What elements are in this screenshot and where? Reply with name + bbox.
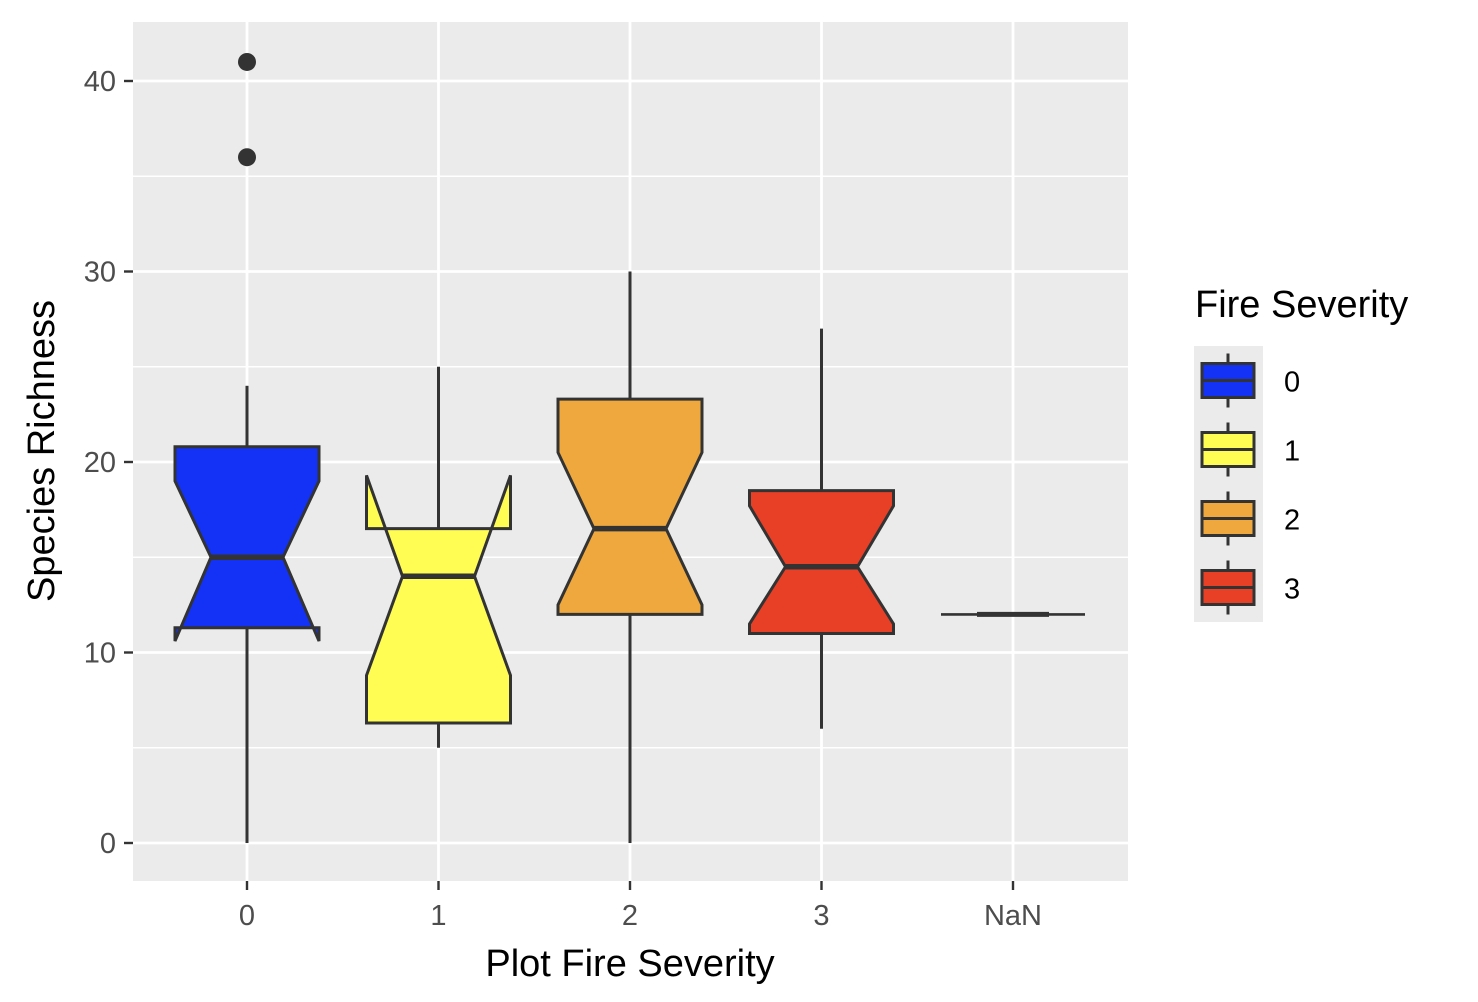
notched-box	[748, 489, 895, 635]
y-tick-label: 10	[84, 638, 116, 670]
outlier-point	[238, 148, 256, 167]
box-group-0	[173, 52, 321, 843]
notched-box	[556, 397, 704, 616]
y-tick-label: 40	[84, 66, 116, 98]
notched-box	[365, 474, 512, 725]
x-axis-title: Plot Fire Severity	[485, 943, 774, 985]
legend-label: 2	[1284, 505, 1300, 537]
legend-label: 0	[1284, 367, 1300, 399]
legend-title: Fire Severity	[1195, 284, 1408, 326]
legend: Fire Severity 0 1 2 3	[1194, 284, 1408, 622]
outlier-point	[238, 52, 256, 71]
x-tick-label: 0	[239, 900, 255, 932]
x-tick-label: NaN	[984, 900, 1042, 932]
y-tick-label: 0	[100, 828, 116, 860]
box-group-2	[556, 271, 704, 843]
box-group-1	[365, 366, 512, 748]
box-series	[173, 52, 1085, 843]
x-tick-label: 1	[430, 900, 446, 932]
x-tick-label: 2	[622, 900, 638, 932]
legend-label: 3	[1284, 574, 1300, 606]
y-axis-title: Species Richness	[21, 300, 63, 602]
y-tick-label: 30	[84, 257, 116, 289]
legend-label: 1	[1284, 436, 1300, 468]
x-tick-label: 3	[813, 900, 829, 932]
notched-box	[173, 445, 321, 642]
axes: 0 10 20 30 40 0 1 2 3 NaN	[84, 66, 1042, 932]
box-group-3	[748, 328, 895, 729]
y-tick-label: 20	[84, 447, 116, 479]
